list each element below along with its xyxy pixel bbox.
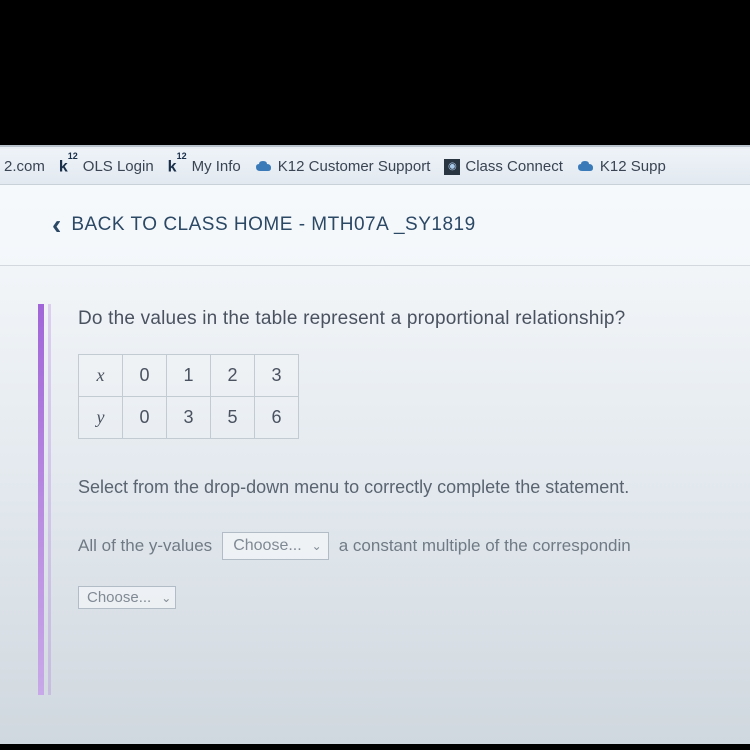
chevron-down-icon: ⌄ (312, 539, 322, 553)
answer-prefix: All of the y-values (78, 536, 212, 556)
table-row: y 0 3 5 6 (79, 397, 299, 439)
table-cell: 5 (211, 397, 255, 439)
table-cell: 6 (255, 397, 299, 439)
table-cell: 0 (123, 355, 167, 397)
answer-suffix: a constant multiple of the correspondin (339, 536, 631, 556)
table-cell: 2 (211, 355, 255, 397)
bookmark-label: Class Connect (465, 158, 563, 175)
table-row: x 0 1 2 3 (79, 355, 299, 397)
answer-dropdown-1[interactable]: Choose... ⌄ (222, 532, 329, 560)
bookmark-class-connect[interactable]: ◉ Class Connect (444, 158, 563, 175)
bookmark-my-info[interactable]: k12 My Info (168, 157, 241, 176)
class-connect-icon: ◉ (444, 159, 460, 175)
question-prompt: Do the values in the table represent a p… (78, 308, 750, 330)
answer-statement-row: All of the y-values Choose... ⌄ a consta… (78, 532, 750, 560)
cloud-icon (577, 160, 595, 174)
chevron-left-icon: ‹ (52, 211, 61, 239)
cloud-icon (255, 160, 273, 174)
breadcrumb-row[interactable]: ‹ BACK TO CLASS HOME - MTH07A _SY1819 (0, 185, 750, 266)
bookmark-partial-domain[interactable]: 2.com (4, 158, 45, 175)
row-label-y: y (79, 397, 123, 439)
bookmark-label: K12 Customer Support (278, 158, 431, 175)
photo-black-border-top (0, 0, 750, 145)
values-table: x 0 1 2 3 y 0 3 5 6 (78, 354, 299, 439)
bookmark-k12-support-partial[interactable]: K12 Supp (577, 158, 666, 175)
dropdown-label: Choose... (233, 537, 301, 555)
answer-dropdown-2[interactable]: Choose... ⌄ (78, 586, 176, 609)
accent-bar (38, 304, 44, 695)
browser-chrome: 2.com k12 OLS Login k12 My Info K12 Cust… (0, 145, 750, 745)
table-cell: 3 (167, 397, 211, 439)
answer-statement-row-2: Choose... ⌄ (78, 586, 750, 609)
bookmark-label: My Info (192, 158, 241, 175)
chevron-down-icon: ⌄ (161, 591, 171, 605)
table-cell: 3 (255, 355, 299, 397)
breadcrumb-label: BACK TO CLASS HOME - MTH07A _SY1819 (71, 214, 475, 236)
k12-logo-icon: k12 (168, 157, 187, 176)
dropdown-label: Choose... (87, 589, 151, 606)
page-content: ‹ BACK TO CLASS HOME - MTH07A _SY1819 Do… (0, 185, 750, 745)
question-panel: Do the values in the table represent a p… (38, 304, 750, 695)
instruction-text: Select from the drop-down menu to correc… (78, 477, 750, 498)
accent-bar-secondary (48, 304, 51, 695)
photo-black-border-bottom (0, 744, 750, 750)
k12-logo-icon: k12 (59, 157, 78, 176)
table-cell: 1 (167, 355, 211, 397)
row-label-x: x (79, 355, 123, 397)
bookmark-label: 2.com (4, 158, 45, 175)
bookmark-ols-login[interactable]: k12 OLS Login (59, 157, 154, 176)
bookmark-label: K12 Supp (600, 158, 666, 175)
bookmark-customer-support[interactable]: K12 Customer Support (255, 158, 431, 175)
bookmark-label: OLS Login (83, 158, 154, 175)
table-cell: 0 (123, 397, 167, 439)
bookmarks-bar: 2.com k12 OLS Login k12 My Info K12 Cust… (0, 149, 750, 185)
